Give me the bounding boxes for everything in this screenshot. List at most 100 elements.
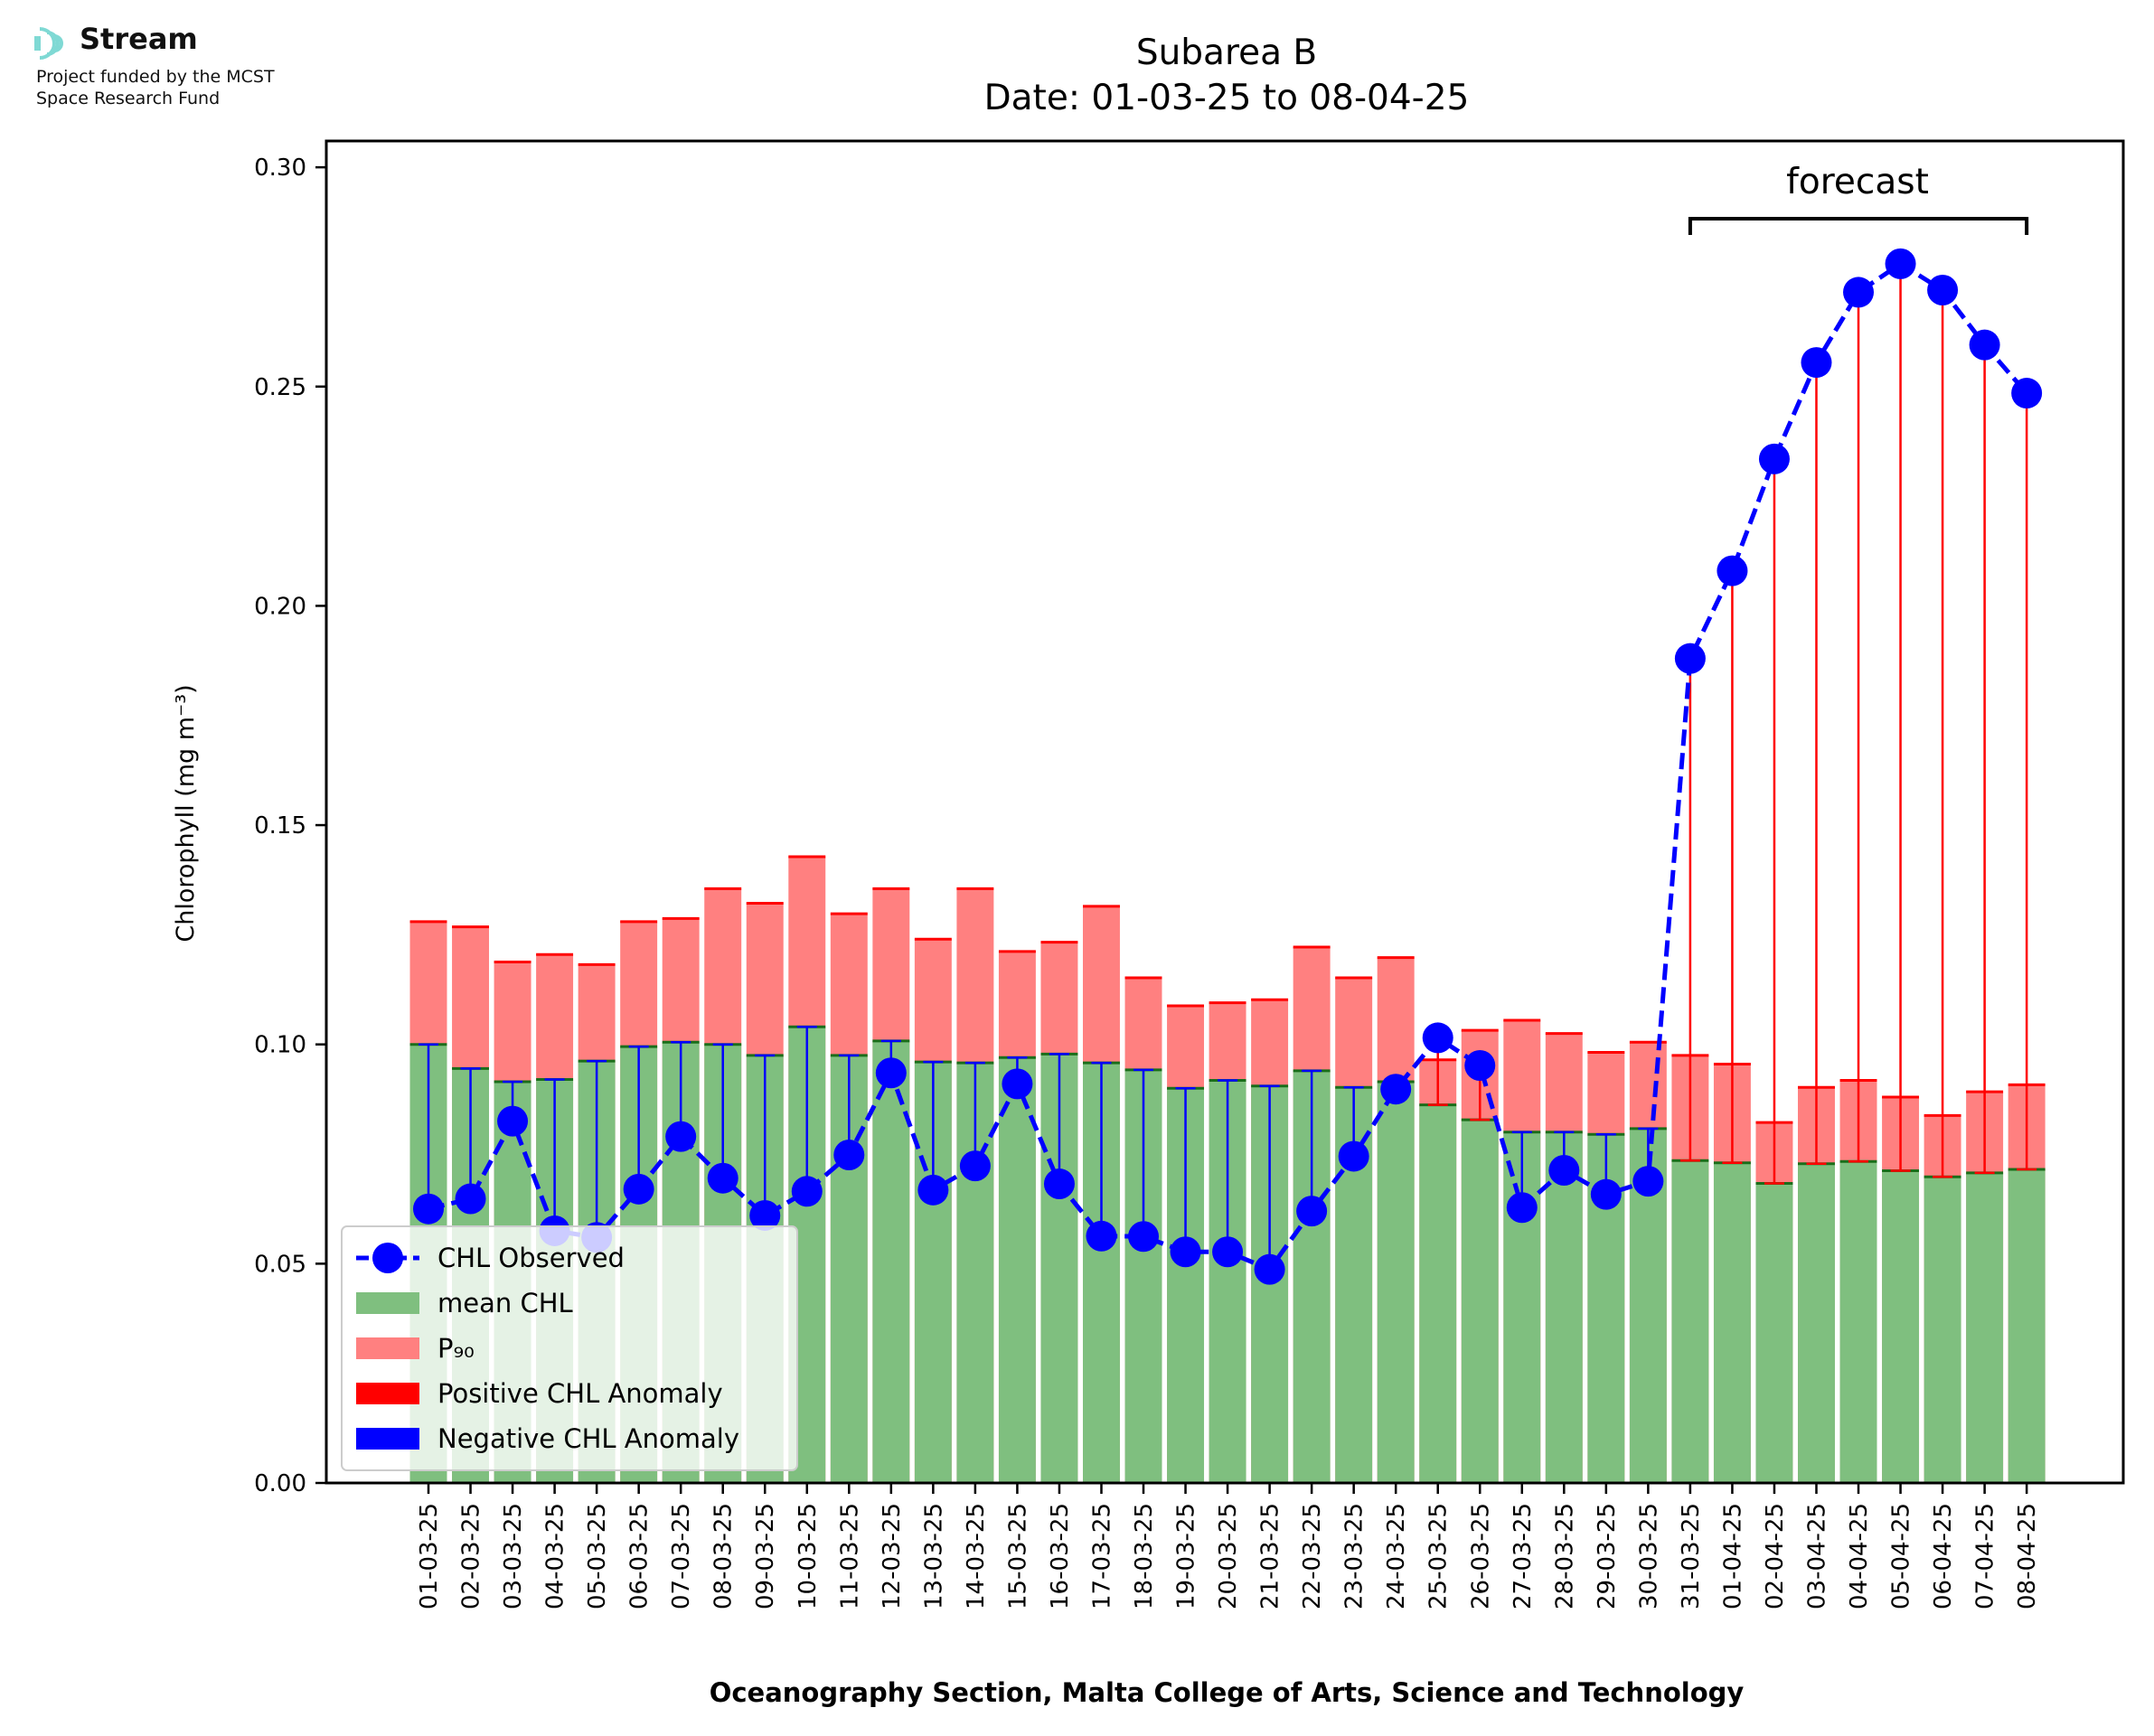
chl-observed-point xyxy=(1969,329,2000,361)
legend-swatch-positive-anomaly xyxy=(356,1383,419,1404)
mean-chl-bar xyxy=(1798,1163,1835,1483)
chl-observed-point xyxy=(1758,443,1790,474)
x-tick-label: 28-03-25 xyxy=(1551,1503,1578,1609)
chl-observed-point xyxy=(1590,1178,1622,1210)
x-tick-label: 04-03-25 xyxy=(542,1503,569,1609)
mean-chl-bar xyxy=(998,1057,1036,1483)
chart-title: Subarea B xyxy=(1136,33,1317,73)
y-tick-label: 0.05 xyxy=(254,1251,306,1278)
mean-chl-bar xyxy=(1882,1170,1920,1483)
x-tick-label: 01-04-25 xyxy=(1719,1503,1746,1609)
chl-observed-point xyxy=(707,1162,738,1194)
y-tick-label: 0.25 xyxy=(254,374,306,401)
mean-chl-bar xyxy=(2008,1169,2046,1483)
x-tick-label: 16-03-25 xyxy=(1047,1503,1074,1609)
chl-observed-point xyxy=(1506,1192,1538,1224)
logo-funding-line-1: Project funded by the MCST xyxy=(36,67,275,87)
chl-observed-point xyxy=(959,1150,991,1182)
mean-chl-bar xyxy=(1671,1160,1709,1483)
legend-swatch-p90 xyxy=(356,1337,419,1359)
mean-chl-bar xyxy=(872,1040,910,1483)
x-tick-label: 14-03-25 xyxy=(963,1503,990,1609)
y-axis-label: Chlorophyll (mg m⁻³) xyxy=(172,684,200,942)
x-tick-label: 11-03-25 xyxy=(836,1503,863,1609)
chl-observed-point xyxy=(1254,1253,1285,1285)
x-tick-label: 22-03-25 xyxy=(1299,1503,1326,1609)
stream-logo: Stream Project funded by the MCST Space … xyxy=(34,22,360,114)
x-tick-label: 05-03-25 xyxy=(584,1503,611,1609)
forecast-bracket: forecast xyxy=(1688,162,2029,235)
legend-label: CHL Observed xyxy=(437,1243,625,1273)
x-tick-label: 03-04-25 xyxy=(1803,1503,1830,1609)
x-tick-label: 19-03-25 xyxy=(1173,1503,1200,1609)
x-tick-label: 02-04-25 xyxy=(1762,1503,1789,1609)
y-tick-label: 0.10 xyxy=(254,1032,306,1059)
chl-observed-point xyxy=(1927,275,1959,305)
y-tick-label: 0.20 xyxy=(254,593,306,620)
chl-observed-point xyxy=(1843,277,1875,308)
legend-swatch-negative-anomaly xyxy=(356,1428,419,1450)
legend-marker-chl-observed xyxy=(372,1243,403,1273)
x-tick-label: 10-03-25 xyxy=(795,1503,822,1609)
chl-observed-point xyxy=(1885,248,1916,279)
chl-observed-point xyxy=(791,1176,823,1207)
logo-funding-line-2: Space Research Fund xyxy=(36,89,221,108)
mean-chl-bar xyxy=(1545,1131,1583,1483)
y-tick-label: 0.15 xyxy=(254,812,306,840)
mean-chl-bar xyxy=(1839,1161,1877,1483)
plot-frame xyxy=(325,139,2125,1485)
x-tick-label: 05-04-25 xyxy=(1888,1503,1915,1609)
x-tick-label: 04-04-25 xyxy=(1846,1503,1873,1609)
x-tick-label: 27-03-25 xyxy=(1510,1503,1537,1609)
chl-observed-point xyxy=(455,1183,486,1215)
chl-observed-point xyxy=(1338,1140,1369,1172)
chl-observed-point xyxy=(665,1121,697,1152)
x-tick-label: 06-03-25 xyxy=(626,1503,654,1609)
mean-chl-bar xyxy=(1419,1104,1457,1483)
chl-observed-point xyxy=(1086,1220,1117,1252)
x-tick-label: 15-03-25 xyxy=(1004,1503,1031,1609)
y-tick-label: 0.00 xyxy=(254,1470,306,1497)
x-tick-label: 18-03-25 xyxy=(1131,1503,1158,1609)
x-tick-label: 08-03-25 xyxy=(710,1503,738,1609)
stream-logo-icon xyxy=(34,27,63,60)
chl-observed-point xyxy=(1296,1196,1328,1227)
chl-observed-point xyxy=(1717,555,1748,586)
x-tick-label: 01-03-25 xyxy=(416,1503,443,1609)
chl-observed-point xyxy=(1674,643,1706,674)
chl-observed-point xyxy=(1548,1154,1580,1186)
chl-observed-point xyxy=(1380,1074,1412,1105)
legend-swatch-mean-chl xyxy=(356,1292,419,1314)
mean-chl-bar xyxy=(1713,1162,1751,1483)
chl-observed-point xyxy=(749,1199,781,1231)
x-tick-label: 21-03-25 xyxy=(1257,1503,1284,1609)
chl-observed-point xyxy=(1043,1168,1075,1200)
x-tick-label: 09-03-25 xyxy=(752,1503,779,1609)
x-tick-label: 20-03-25 xyxy=(1215,1503,1242,1609)
legend-box xyxy=(341,1225,798,1471)
x-tick-label: 06-04-25 xyxy=(1930,1503,1957,1609)
x-tick-label: 03-03-25 xyxy=(500,1503,527,1609)
chl-observed-point xyxy=(413,1193,444,1225)
legend: CHL Observed mean CHL P₉₀ Positive CHL Anom… xyxy=(341,1225,798,1471)
legend-label: Negative CHL Anomaly xyxy=(437,1423,739,1454)
chart-subtitle: Date: 01-03-25 to 08-04-25 xyxy=(984,78,1470,118)
mean-chl-bar xyxy=(1924,1177,1961,1483)
x-tick-label: 26-03-25 xyxy=(1467,1503,1494,1609)
chl-observed-point xyxy=(1128,1221,1160,1253)
x-tick-label: 08-04-25 xyxy=(2014,1503,2041,1609)
chl-observed-point xyxy=(1632,1166,1664,1197)
forecast-label: forecast xyxy=(1786,162,1929,202)
chl-observed-point xyxy=(1170,1236,1201,1268)
x-tick-label: 31-03-25 xyxy=(1678,1503,1705,1609)
chl-observed-point xyxy=(917,1174,949,1206)
chl-observed-point xyxy=(2011,378,2043,409)
mean-chl-bar xyxy=(1966,1172,2004,1483)
x-tick-label: 30-03-25 xyxy=(1635,1503,1662,1609)
chl-observed-point xyxy=(1212,1236,1244,1268)
x-tick-label: 07-04-25 xyxy=(1972,1503,1999,1609)
chl-observed-point xyxy=(1464,1050,1496,1081)
chl-observed-point xyxy=(1422,1022,1453,1054)
x-tick-label: 17-03-25 xyxy=(1088,1503,1115,1609)
